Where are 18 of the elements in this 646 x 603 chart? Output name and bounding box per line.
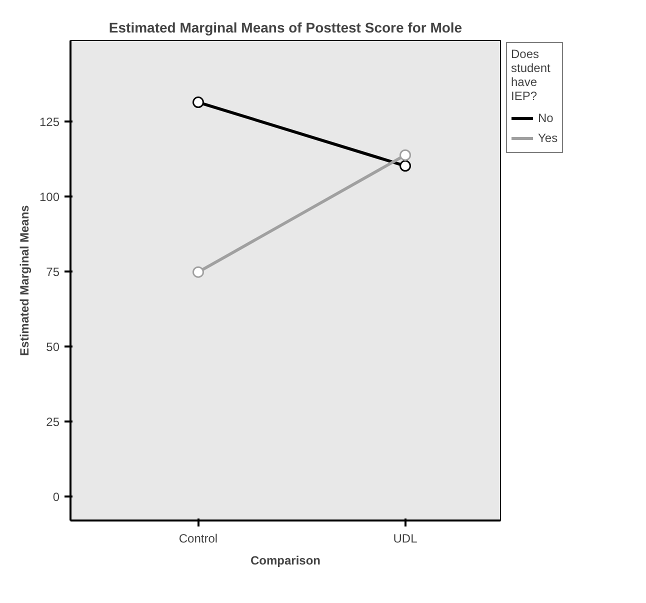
x-tick-label: UDL [393,532,418,546]
x-axis-title: Comparison [250,554,321,568]
legend-title: Does student have IEP? [511,47,552,103]
point [192,266,204,278]
y-axis-title: Estimated Marginal Means [17,204,32,356]
y-tick-label: 75 [46,265,60,279]
legend-label: Yes [538,131,558,145]
y-tick-label: 50 [46,340,60,354]
y-tick-label: 0 [52,490,60,504]
x-tick-label: Control [178,532,218,546]
point [192,96,204,108]
point [400,160,412,172]
legend-label: No [538,111,554,125]
y-tick-label: 100 [39,190,60,204]
y-tick-label: 125 [39,115,60,129]
point [400,149,412,161]
y-tick-label: 25 [46,415,60,429]
chart-title: Estimated Marginal Means of Posttest Score for Mole [108,20,462,36]
